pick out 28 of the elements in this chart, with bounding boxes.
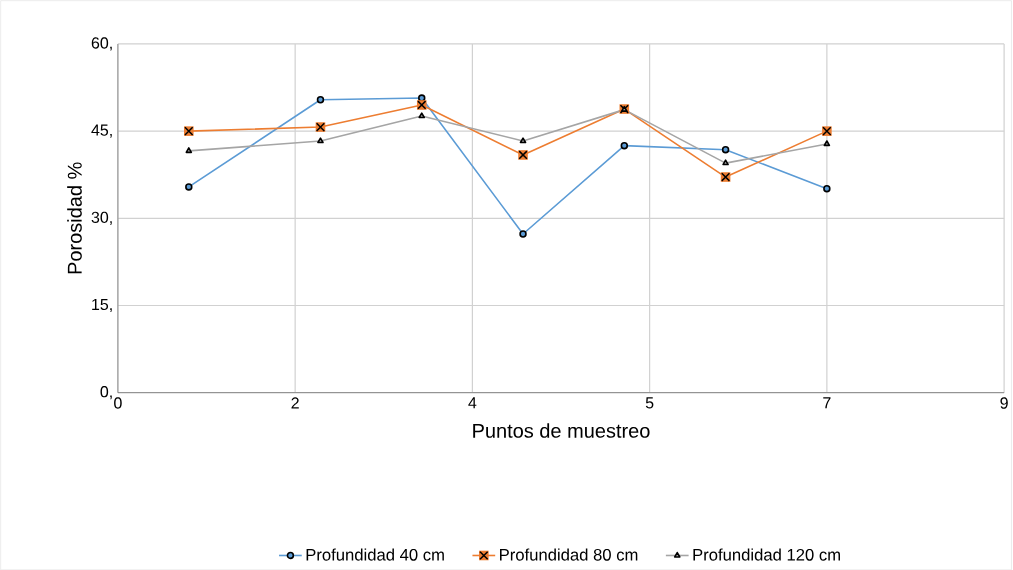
point (418, 112, 426, 119)
point (185, 182, 193, 191)
x-tick-label: 2 (291, 397, 299, 409)
legend-label: Profundidad 120 cm (693, 548, 840, 561)
y-tick-label: 45, (91, 124, 112, 138)
y-tick-label: 0, (100, 385, 112, 400)
point (721, 145, 730, 154)
point (823, 184, 831, 193)
y-tick-label: 60, (91, 37, 112, 51)
legend-label: Profundidad 80 cm (500, 548, 638, 561)
x-tick-label: 7 (823, 397, 831, 409)
x-tick-label: 0 (114, 397, 122, 409)
x-tick-label: 4 (468, 397, 477, 409)
x-tick-label: 5 (645, 397, 654, 409)
point (317, 137, 324, 144)
legend-label: Profundidad 40 cm (306, 548, 444, 561)
point (519, 230, 527, 238)
point (316, 95, 325, 104)
y-axis-title: Porosidad % (67, 162, 82, 274)
point (519, 137, 527, 144)
x-tick-label: 9 (1000, 397, 1008, 409)
point (620, 141, 629, 150)
point (722, 159, 729, 166)
point (823, 139, 831, 146)
y-tick-label: 30, (91, 211, 112, 225)
y-tick-label: 15, (92, 298, 112, 312)
point (185, 146, 193, 153)
x-axis-title: Puntos de muestreo (473, 422, 650, 438)
